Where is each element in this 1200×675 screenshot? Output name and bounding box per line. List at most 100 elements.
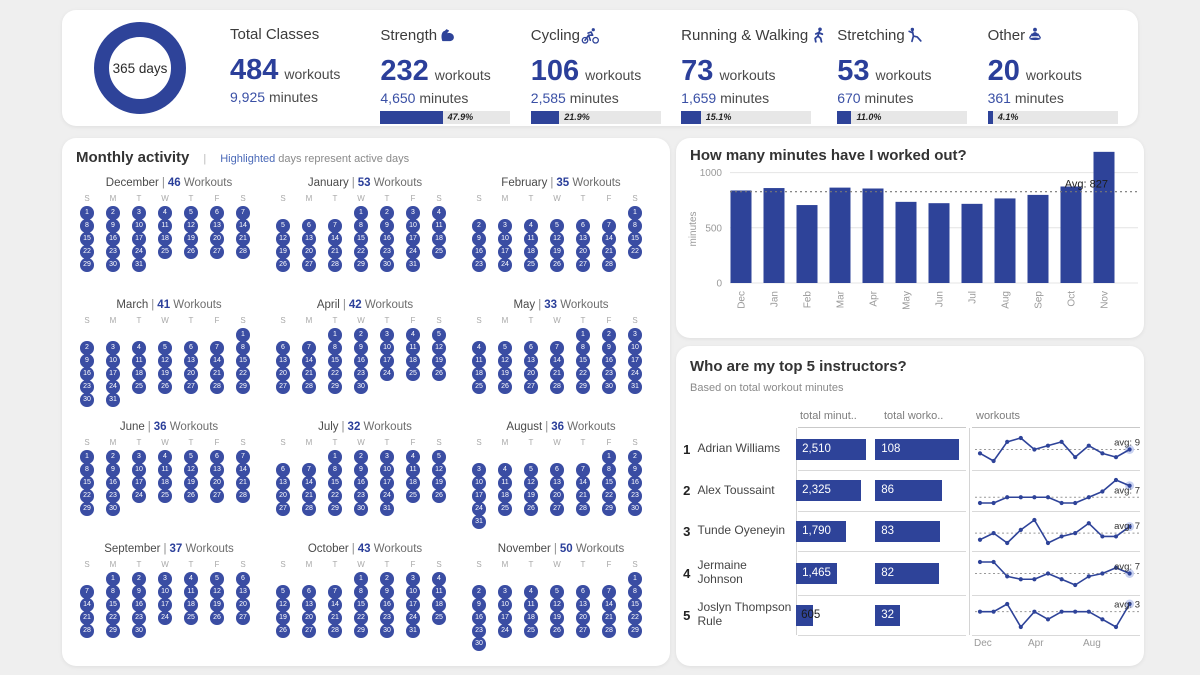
calendar-day[interactable]: 9 <box>380 219 394 233</box>
calendar-day[interactable]: 9 <box>354 341 368 355</box>
calendar-day[interactable]: 15 <box>602 476 616 490</box>
calendar-day[interactable]: 30 <box>354 502 368 516</box>
calendar-day[interactable]: 23 <box>472 624 486 638</box>
calendar-day[interactable]: 23 <box>602 367 616 381</box>
calendar-day[interactable]: 9 <box>472 598 486 612</box>
calendar-day[interactable]: 25 <box>158 245 172 259</box>
calendar-day[interactable]: 14 <box>302 354 316 368</box>
calendar-day[interactable]: 14 <box>236 219 250 233</box>
calendar-day[interactable]: 19 <box>498 367 512 381</box>
calendar-day[interactable]: 13 <box>276 354 290 368</box>
calendar-day[interactable]: 22 <box>628 611 642 625</box>
calendar-day[interactable]: 25 <box>184 611 198 625</box>
calendar-day[interactable]: 22 <box>576 367 590 381</box>
calendar-day[interactable]: 5 <box>158 341 172 355</box>
calendar-day[interactable]: 29 <box>354 258 368 272</box>
calendar-day[interactable]: 20 <box>576 245 590 259</box>
calendar-day[interactable]: 21 <box>602 611 616 625</box>
instructor-row[interactable]: 5 Joslyn Thompson Rule 605 32 avg: 3 <box>676 595 1144 635</box>
calendar-day[interactable]: 6 <box>576 585 590 599</box>
total-minutes-bar[interactable] <box>796 438 867 460</box>
calendar-day[interactable]: 3 <box>158 572 172 586</box>
calendar-day[interactable]: 31 <box>406 624 420 638</box>
calendar-day[interactable]: 1 <box>328 328 342 342</box>
calendar-day[interactable]: 5 <box>432 328 446 342</box>
calendar-day[interactable]: 4 <box>472 341 486 355</box>
calendar-day[interactable]: 6 <box>276 341 290 355</box>
calendar-day[interactable]: 2 <box>472 585 486 599</box>
calendar-day[interactable]: 1 <box>80 450 94 464</box>
calendar-day[interactable]: 29 <box>576 380 590 394</box>
calendar-day[interactable]: 19 <box>210 598 224 612</box>
calendar-day[interactable]: 7 <box>550 341 564 355</box>
calendar-day[interactable]: 30 <box>380 258 394 272</box>
calendar-day[interactable]: 3 <box>106 341 120 355</box>
calendar-day[interactable]: 1 <box>236 328 250 342</box>
calendar-day[interactable]: 3 <box>132 450 146 464</box>
instructor-row[interactable]: 4 Jermaine Johnson 1,465 82 avg: 7 <box>676 551 1144 595</box>
calendar-day[interactable]: 4 <box>406 328 420 342</box>
calendar-day[interactable]: 3 <box>380 328 394 342</box>
calendar-day[interactable]: 10 <box>498 232 512 246</box>
calendar-day[interactable]: 10 <box>380 463 394 477</box>
calendar-day[interactable]: 31 <box>106 393 120 407</box>
calendar-day[interactable]: 24 <box>498 624 512 638</box>
calendar-day[interactable]: 6 <box>210 206 224 220</box>
calendar-day[interactable]: 19 <box>276 245 290 259</box>
calendar-day[interactable]: 21 <box>602 245 616 259</box>
calendar-day[interactable]: 23 <box>628 489 642 503</box>
calendar-day[interactable]: 4 <box>184 572 198 586</box>
total-workouts-bar[interactable] <box>875 480 943 501</box>
calendar-day[interactable]: 5 <box>550 585 564 599</box>
calendar-day[interactable]: 7 <box>602 585 616 599</box>
calendar-day[interactable]: 18 <box>524 611 538 625</box>
calendar-day[interactable]: 28 <box>602 258 616 272</box>
calendar-day[interactable]: 12 <box>158 354 172 368</box>
calendar-day[interactable]: 8 <box>576 341 590 355</box>
calendar-day[interactable]: 1 <box>628 206 642 220</box>
calendar-day[interactable]: 20 <box>524 367 538 381</box>
calendar-day[interactable]: 1 <box>354 572 368 586</box>
calendar-day[interactable]: 16 <box>380 598 394 612</box>
calendar-day[interactable]: 2 <box>472 219 486 233</box>
calendar-day[interactable]: 17 <box>628 354 642 368</box>
calendar-day[interactable]: 29 <box>602 502 616 516</box>
calendar-day[interactable]: 16 <box>628 476 642 490</box>
calendar-day[interactable]: 28 <box>328 258 342 272</box>
calendar-day[interactable]: 15 <box>236 354 250 368</box>
calendar-day[interactable]: 2 <box>106 206 120 220</box>
calendar-day[interactable]: 9 <box>380 585 394 599</box>
calendar-day[interactable]: 6 <box>550 463 564 477</box>
calendar-day[interactable]: 15 <box>354 598 368 612</box>
calendar-day[interactable]: 18 <box>498 489 512 503</box>
calendar-day[interactable]: 13 <box>550 476 564 490</box>
calendar-day[interactable]: 24 <box>628 367 642 381</box>
calendar-day[interactable]: 26 <box>158 380 172 394</box>
calendar-day[interactable]: 18 <box>472 367 486 381</box>
calendar-day[interactable]: 22 <box>354 245 368 259</box>
calendar-day[interactable]: 10 <box>106 354 120 368</box>
calendar-day[interactable]: 9 <box>628 463 642 477</box>
calendar-day[interactable]: 25 <box>524 624 538 638</box>
calendar-day[interactable]: 15 <box>354 232 368 246</box>
calendar-day[interactable]: 11 <box>406 463 420 477</box>
calendar-day[interactable]: 23 <box>380 611 394 625</box>
calendar-day[interactable]: 1 <box>328 450 342 464</box>
calendar-day[interactable]: 18 <box>524 245 538 259</box>
calendar-day[interactable]: 14 <box>210 354 224 368</box>
calendar-day[interactable]: 10 <box>158 585 172 599</box>
calendar-day[interactable]: 14 <box>80 598 94 612</box>
calendar-day[interactable]: 18 <box>132 367 146 381</box>
calendar-day[interactable]: 16 <box>602 354 616 368</box>
calendar-day[interactable]: 12 <box>524 476 538 490</box>
calendar-day[interactable]: 13 <box>576 232 590 246</box>
calendar-day[interactable]: 20 <box>184 367 198 381</box>
calendar-day[interactable]: 2 <box>354 328 368 342</box>
calendar-day[interactable]: 24 <box>158 611 172 625</box>
calendar-day[interactable]: 14 <box>236 463 250 477</box>
calendar-day[interactable]: 31 <box>132 258 146 272</box>
calendar-day[interactable]: 16 <box>354 354 368 368</box>
calendar-day[interactable]: 12 <box>498 354 512 368</box>
calendar-day[interactable]: 11 <box>158 463 172 477</box>
calendar-day[interactable]: 9 <box>106 219 120 233</box>
